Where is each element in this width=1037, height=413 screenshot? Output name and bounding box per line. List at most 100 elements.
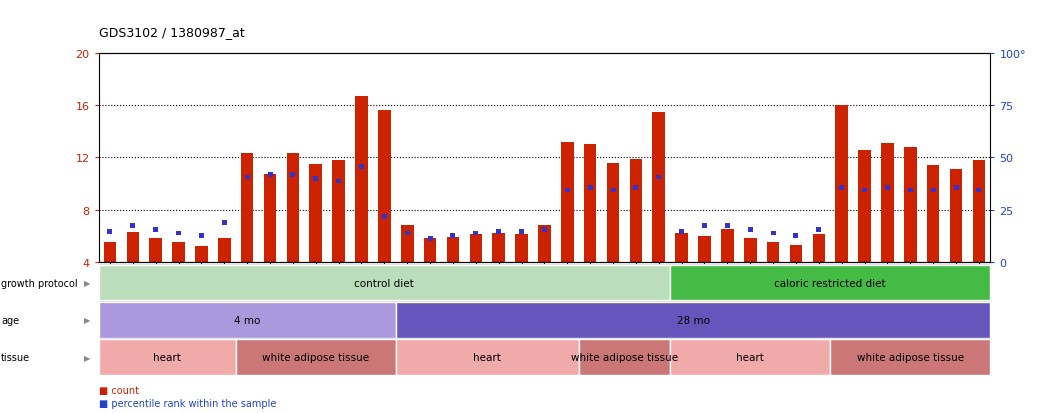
- Bar: [401, 226, 414, 262]
- Bar: [470, 235, 482, 262]
- Bar: [973, 161, 985, 262]
- Bar: [290, 173, 296, 177]
- Bar: [670, 339, 831, 375]
- Text: white adipose tissue: white adipose tissue: [262, 352, 369, 362]
- Bar: [268, 173, 273, 177]
- Bar: [652, 112, 665, 262]
- Bar: [862, 188, 867, 193]
- Bar: [382, 214, 387, 219]
- Bar: [313, 176, 318, 181]
- Bar: [839, 185, 844, 190]
- Bar: [813, 235, 825, 262]
- Bar: [744, 239, 757, 262]
- Bar: [679, 230, 684, 235]
- Bar: [127, 232, 139, 262]
- Bar: [611, 188, 616, 193]
- Bar: [927, 166, 940, 262]
- Bar: [950, 170, 962, 262]
- Text: ▶: ▶: [84, 353, 90, 362]
- Text: heart: heart: [473, 352, 501, 362]
- Bar: [496, 230, 501, 235]
- Bar: [607, 163, 619, 262]
- Bar: [793, 234, 798, 239]
- Bar: [263, 175, 276, 262]
- Text: 4 mo: 4 mo: [234, 315, 260, 325]
- Bar: [332, 161, 345, 262]
- Bar: [770, 231, 776, 236]
- Bar: [396, 302, 990, 338]
- Bar: [359, 165, 364, 169]
- Text: GDS3102 / 1380987_at: GDS3102 / 1380987_at: [99, 26, 245, 39]
- Bar: [561, 142, 573, 262]
- Bar: [286, 154, 299, 262]
- Bar: [629, 159, 642, 262]
- Bar: [698, 236, 710, 262]
- Bar: [748, 227, 753, 232]
- Bar: [235, 339, 396, 375]
- Bar: [836, 106, 848, 262]
- Bar: [473, 231, 478, 236]
- Text: growth protocol: growth protocol: [1, 278, 78, 288]
- Text: ▶: ▶: [84, 316, 90, 325]
- Bar: [336, 179, 341, 184]
- Text: caloric restricted diet: caloric restricted diet: [775, 278, 886, 288]
- Bar: [108, 230, 112, 235]
- Text: ▶: ▶: [84, 278, 90, 287]
- Bar: [99, 302, 396, 338]
- Text: control diet: control diet: [355, 278, 414, 288]
- Bar: [199, 234, 204, 239]
- Bar: [930, 188, 935, 193]
- Bar: [379, 111, 391, 262]
- Bar: [396, 339, 579, 375]
- Bar: [885, 185, 890, 190]
- Bar: [99, 265, 670, 301]
- Bar: [859, 150, 871, 262]
- Bar: [309, 164, 323, 262]
- Bar: [131, 223, 136, 228]
- Text: 28 mo: 28 mo: [676, 315, 709, 325]
- Bar: [725, 223, 730, 228]
- Bar: [953, 185, 958, 190]
- Bar: [218, 239, 230, 262]
- Bar: [447, 237, 459, 262]
- Bar: [404, 231, 410, 236]
- Bar: [670, 265, 990, 301]
- Bar: [520, 230, 524, 235]
- Bar: [99, 339, 235, 375]
- Text: ■ percentile rank within the sample: ■ percentile rank within the sample: [99, 398, 276, 408]
- Bar: [907, 188, 913, 193]
- Bar: [565, 188, 569, 193]
- Bar: [675, 234, 688, 262]
- Bar: [356, 97, 368, 262]
- Bar: [450, 234, 455, 239]
- Bar: [584, 145, 596, 262]
- Text: heart: heart: [736, 352, 764, 362]
- Text: tissue: tissue: [1, 352, 30, 362]
- Bar: [176, 231, 181, 236]
- Text: white adipose tissue: white adipose tissue: [857, 352, 963, 362]
- Text: age: age: [1, 315, 19, 325]
- Bar: [721, 230, 733, 262]
- Bar: [831, 339, 990, 375]
- Bar: [656, 175, 662, 180]
- Bar: [579, 339, 670, 375]
- Bar: [515, 235, 528, 262]
- Bar: [588, 185, 593, 190]
- Bar: [195, 247, 207, 262]
- Bar: [542, 227, 546, 232]
- Bar: [904, 147, 917, 262]
- Bar: [634, 185, 639, 190]
- Bar: [172, 243, 185, 262]
- Bar: [427, 237, 432, 241]
- Bar: [245, 175, 250, 180]
- Bar: [424, 239, 437, 262]
- Bar: [702, 223, 707, 228]
- Text: heart: heart: [153, 352, 181, 362]
- Bar: [222, 221, 227, 225]
- Bar: [153, 227, 159, 232]
- Bar: [977, 188, 981, 193]
- Bar: [816, 227, 821, 232]
- Bar: [493, 234, 505, 262]
- Text: ■ count: ■ count: [99, 385, 139, 395]
- Bar: [241, 154, 253, 262]
